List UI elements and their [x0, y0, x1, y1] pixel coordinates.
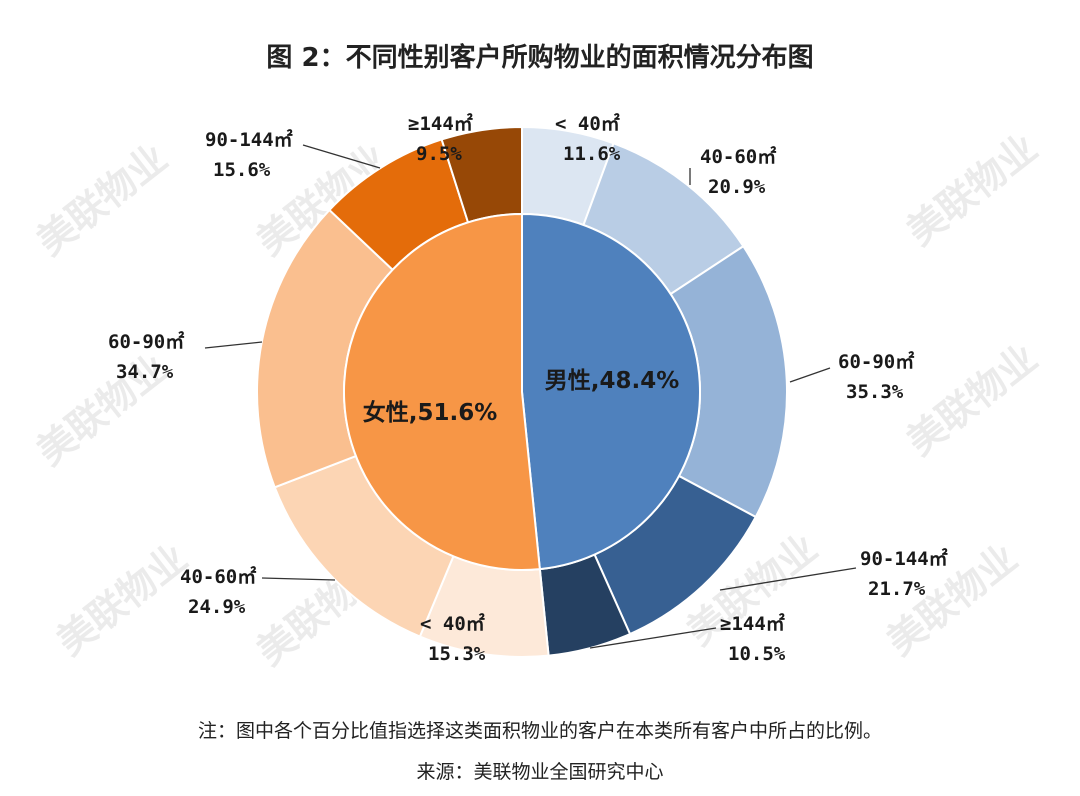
outer-slice-category: 60-90㎡: [108, 330, 184, 353]
outer-slice-category: ≥144㎡: [720, 612, 785, 635]
outer-slice-value: 15.3%: [428, 643, 486, 665]
outer-slice-value: 11.6%: [563, 143, 621, 165]
outer-slice-category: 90-144㎡: [205, 128, 293, 151]
outer-slice-value: 35.3%: [846, 381, 904, 403]
inner-slice-label: 男性,48.4%: [545, 368, 680, 394]
watermark-logo: 美联物业: [899, 126, 1046, 254]
outer-slice-category: ≥144㎡: [408, 112, 473, 135]
footnote: 注：图中各个百分比值指选择这类面积物业的客户在本类所有客户中所占的比例。: [0, 716, 1080, 743]
outer-slice-category: 90-144㎡: [860, 547, 948, 570]
outer-slice-category: 40-60㎡: [700, 145, 776, 168]
outer-slice-category: 40-60㎡: [180, 565, 256, 588]
watermark-logo: 美联物业: [29, 136, 176, 264]
outer-slice-category: < 40㎡: [555, 112, 620, 135]
outer-slice-value: 9.5%: [416, 143, 462, 165]
source-note: 来源：美联物业全国研究中心: [0, 757, 1080, 784]
outer-slice-value: 15.6%: [213, 159, 271, 181]
outer-slice-value: 34.7%: [116, 361, 174, 383]
leader-line: [790, 368, 830, 382]
outer-slice-value: 21.7%: [868, 578, 926, 600]
outer-slice-value: 20.9%: [708, 176, 766, 198]
inner-slice-label: 女性,51.6%: [363, 399, 498, 426]
outer-slice-category: 60-90㎡: [838, 350, 914, 373]
watermark-logo: 美联物业: [49, 536, 196, 664]
watermark-logo: 美联物业: [899, 336, 1046, 464]
leader-line: [205, 342, 262, 348]
outer-slice-category: < 40㎡: [420, 612, 485, 635]
outer-slice-value: 24.9%: [188, 596, 246, 618]
chart-title: 图 2：不同性别客户所购物业的面积情况分布图: [266, 42, 813, 73]
outer-slice-value: 10.5%: [728, 643, 786, 665]
